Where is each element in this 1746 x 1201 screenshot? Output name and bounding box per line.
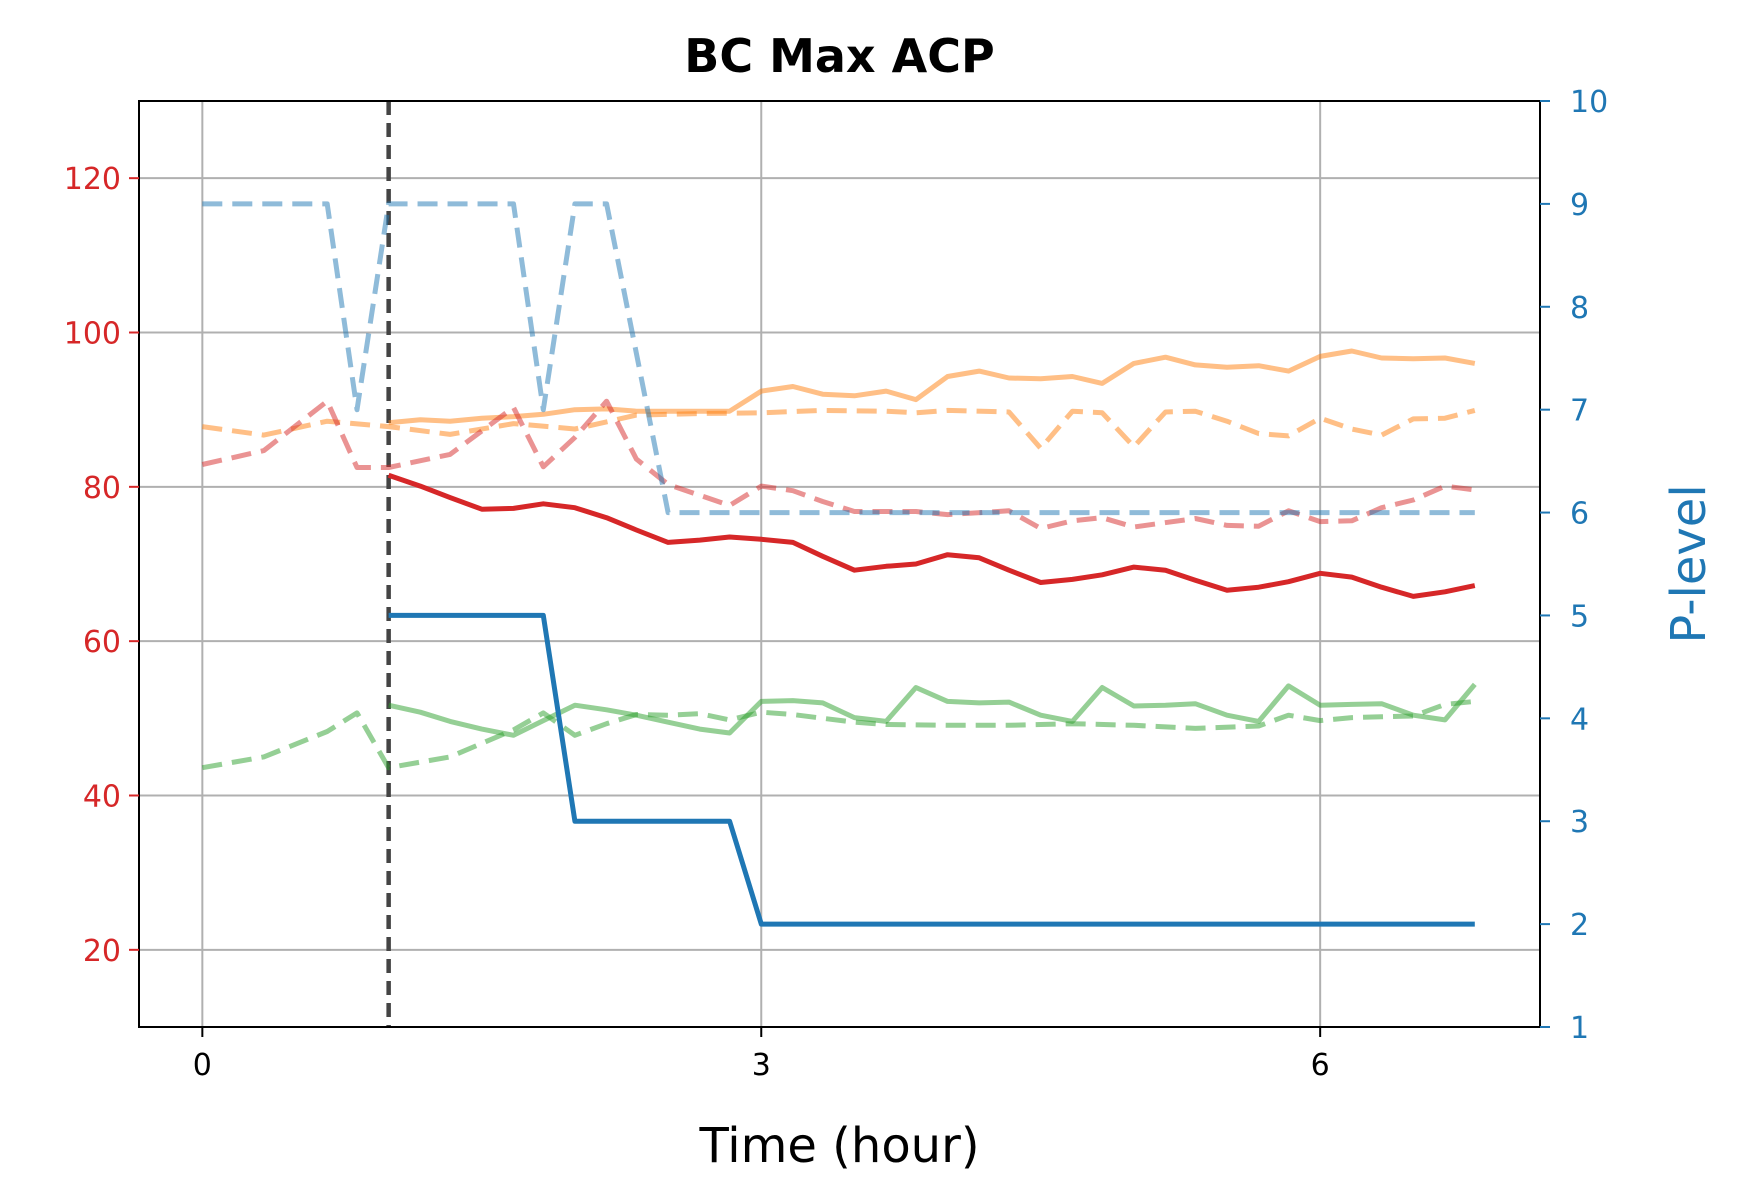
y2-axis-label: P-level bbox=[1661, 484, 1717, 643]
y2-tick-label: 7 bbox=[1570, 394, 1589, 429]
y2-tick-label: 5 bbox=[1570, 599, 1589, 634]
y2-tick-label: 9 bbox=[1570, 188, 1589, 223]
x-tick-label: 3 bbox=[752, 1048, 771, 1083]
y2-tick-label: 8 bbox=[1570, 291, 1589, 326]
y-axis-right: 1 2 3 4 5 6 7 8 9 10 bbox=[1540, 85, 1608, 1046]
series-line-8 bbox=[388, 612, 1475, 927]
y-tick-label: 60 bbox=[83, 625, 121, 660]
y2-tick-label: 2 bbox=[1570, 908, 1589, 943]
chart-title: BC Max ACP bbox=[684, 29, 994, 83]
series-line-2 bbox=[201, 407, 1476, 451]
series-line-1 bbox=[388, 348, 1476, 426]
y2-tick-label: 10 bbox=[1570, 85, 1608, 120]
series-layer bbox=[201, 201, 1477, 927]
y-tick-label: 20 bbox=[83, 934, 121, 969]
x-tick-label: 0 bbox=[193, 1048, 212, 1083]
x-axis-label: Time (hour) bbox=[698, 1118, 979, 1174]
grid bbox=[139, 101, 1540, 1027]
x-tick-label: 6 bbox=[1311, 1048, 1330, 1083]
plot-frame bbox=[138, 100, 1541, 1028]
y2-tick-label: 4 bbox=[1570, 702, 1589, 737]
series-line-4 bbox=[387, 472, 1476, 599]
y-tick-label: 120 bbox=[64, 162, 121, 197]
y-tick-label: 40 bbox=[83, 780, 121, 815]
y2-tick-label: 1 bbox=[1570, 1011, 1589, 1046]
y2-tick-label: 6 bbox=[1570, 497, 1589, 532]
y-axis-left: 20 40 60 80 100 120 bbox=[64, 162, 139, 969]
series-line-5 bbox=[388, 682, 1477, 738]
series-line-7 bbox=[202, 201, 1475, 516]
y-tick-label: 80 bbox=[83, 471, 121, 506]
y2-tick-label: 3 bbox=[1570, 805, 1589, 840]
y-tick-label: 100 bbox=[64, 317, 121, 352]
x-axis: 0 3 6 bbox=[193, 1027, 1330, 1083]
series-line-6 bbox=[201, 698, 1476, 771]
